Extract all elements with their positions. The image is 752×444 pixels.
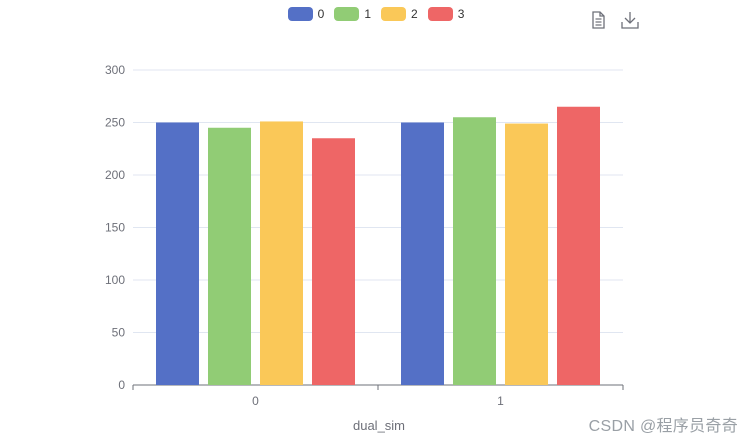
legend-item-0[interactable]: 0 (287, 7, 325, 21)
legend-label: 1 (364, 7, 371, 21)
legend-item-3[interactable]: 3 (427, 7, 465, 21)
legend-item-2[interactable]: 2 (381, 7, 418, 21)
bar-series-0-cat-0 (156, 122, 199, 385)
bar-series-1-cat-1 (453, 117, 496, 385)
data-view-icon[interactable] (588, 10, 608, 30)
toolbox (588, 10, 640, 30)
legend-label: 0 (317, 7, 325, 21)
y-tick-label: 250 (105, 116, 125, 130)
legend: 0 1 2 3 (0, 7, 752, 21)
legend-item-1[interactable]: 1 (334, 7, 371, 21)
y-tick-label: 0 (118, 378, 125, 392)
x-axis-title: dual_sim (353, 418, 405, 433)
watermark: CSDN @程序员奇奇 (588, 418, 738, 435)
bar-series-2-cat-0 (260, 121, 303, 385)
legend-label: 2 (411, 7, 418, 21)
legend-swatch (334, 7, 360, 21)
legend-swatch (381, 7, 406, 21)
y-tick-label: 200 (105, 168, 125, 182)
bar-series-3-cat-1 (557, 106, 600, 385)
bar-series-1-cat-0 (208, 127, 251, 385)
download-icon[interactable] (620, 10, 640, 30)
bar-series-2-cat-1 (505, 123, 548, 386)
x-tick-label: 1 (497, 394, 504, 408)
bar-series-0-cat-1 (401, 122, 444, 385)
legend-swatch (427, 7, 453, 21)
y-tick-label: 150 (105, 221, 125, 235)
y-tick-label: 100 (105, 273, 125, 287)
y-tick-label: 300 (105, 63, 125, 77)
bar-series-3-cat-0 (312, 138, 355, 385)
legend-label: 3 (457, 7, 465, 21)
y-tick-label: 50 (112, 326, 126, 340)
x-tick-label: 0 (252, 394, 259, 408)
legend-swatch (287, 7, 313, 21)
